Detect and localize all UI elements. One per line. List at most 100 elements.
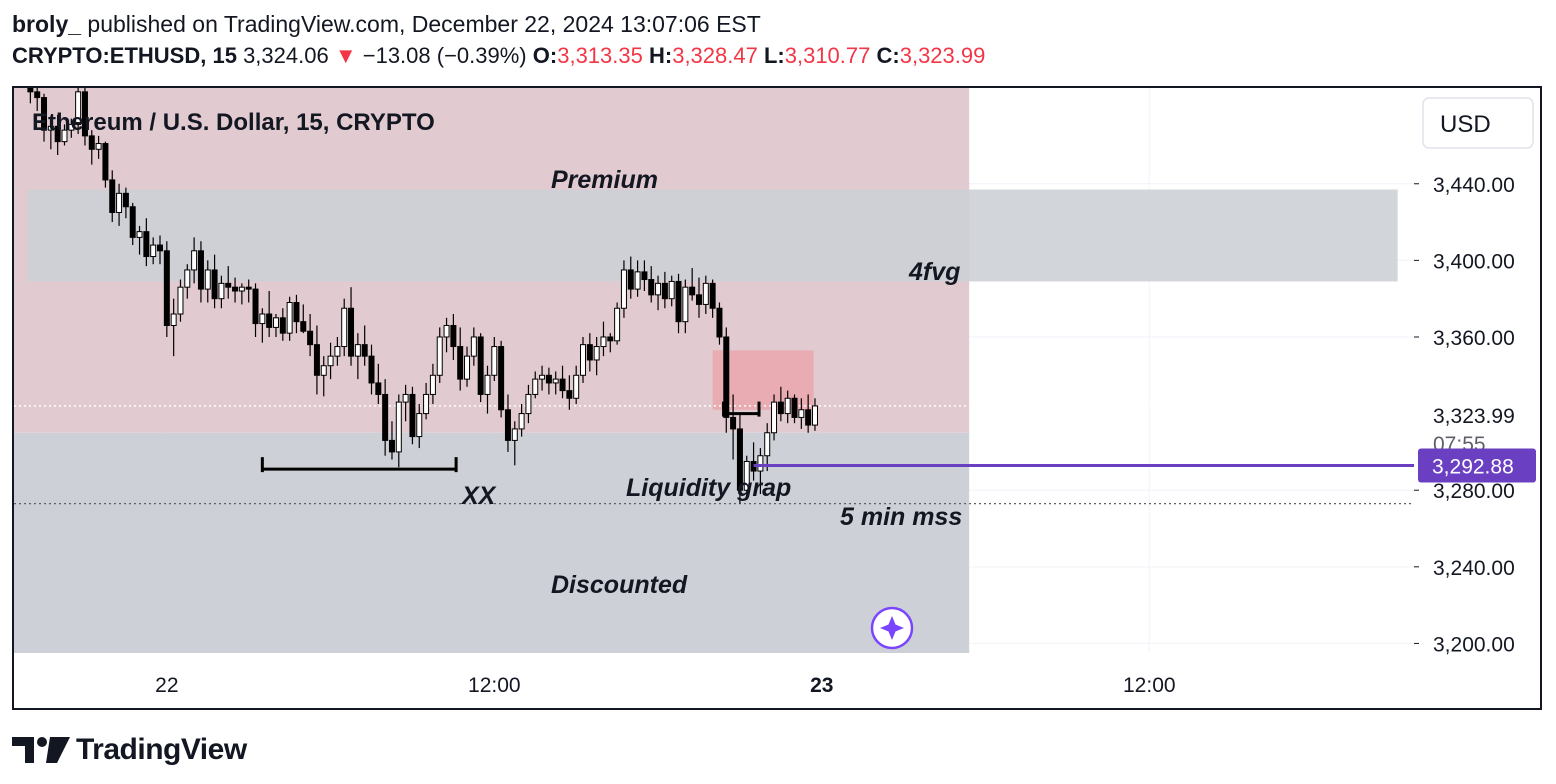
candle[interactable]	[600, 321, 607, 357]
candle[interactable]	[593, 336, 600, 376]
candle[interactable]	[811, 398, 818, 431]
candle[interactable]	[798, 398, 805, 429]
currency-button-box[interactable]	[1422, 97, 1534, 149]
candle[interactable]	[402, 384, 409, 422]
sparkle-icon[interactable]	[880, 616, 904, 640]
currency-button[interactable]: USD	[1422, 97, 1534, 149]
candle[interactable]	[436, 327, 443, 383]
candle[interactable]	[252, 283, 259, 337]
candle[interactable]	[682, 279, 689, 334]
premium-label[interactable]: Premium	[551, 166, 658, 194]
candle[interactable]	[559, 365, 566, 399]
candle[interactable]	[163, 241, 170, 337]
candle[interactable]	[54, 114, 61, 156]
candle[interactable]	[771, 394, 778, 441]
candle[interactable]	[327, 342, 334, 380]
candle[interactable]	[109, 170, 116, 223]
candle[interactable]	[129, 202, 136, 246]
candle[interactable]	[661, 271, 668, 309]
line-price-tag[interactable]: 3,292.88	[1418, 448, 1536, 483]
candle[interactable]	[484, 365, 491, 414]
candle[interactable]	[184, 264, 191, 299]
candle[interactable]	[573, 365, 580, 405]
candle[interactable]	[245, 279, 252, 303]
candle[interactable]	[716, 302, 723, 345]
candle[interactable]	[232, 277, 239, 303]
candle[interactable]	[784, 390, 791, 424]
candle[interactable]	[41, 93, 48, 142]
assistant-button[interactable]	[870, 606, 914, 650]
candle[interactable]	[586, 333, 593, 372]
candle[interactable]	[689, 268, 696, 301]
candle[interactable]	[457, 327, 464, 391]
candle[interactable]	[307, 314, 314, 357]
candle[interactable]	[102, 141, 109, 188]
candle[interactable]	[552, 371, 559, 395]
candle[interactable]	[648, 266, 655, 303]
candle[interactable]	[341, 298, 348, 357]
candle[interactable]	[723, 327, 730, 433]
candle[interactable]	[27, 88, 34, 104]
tradingview-logo[interactable]: TradingView	[12, 730, 247, 770]
candle[interactable]	[122, 187, 129, 219]
candle[interactable]	[627, 256, 634, 299]
candle[interactable]	[286, 296, 293, 341]
candle[interactable]	[620, 260, 627, 318]
candle[interactable]	[136, 225, 143, 255]
candle[interactable]	[75, 88, 82, 134]
candle[interactable]	[177, 279, 184, 322]
candle[interactable]	[388, 421, 395, 460]
candle[interactable]	[375, 363, 382, 405]
candle[interactable]	[566, 375, 573, 410]
candle[interactable]	[259, 308, 266, 343]
candle[interactable]	[532, 371, 539, 399]
candle[interactable]	[791, 394, 798, 424]
candle[interactable]	[416, 404, 423, 449]
liquidity-label[interactable]: Liquidity grap	[626, 474, 791, 502]
candle[interactable]	[409, 386, 416, 445]
currency-label[interactable]: USD	[1440, 111, 1491, 138]
candle[interactable]	[511, 421, 518, 466]
candle[interactable]	[170, 298, 177, 357]
candlestick-chart[interactable]: Ethereum / U.S. Dollar, 15, CRYPTO Premi…	[14, 88, 1540, 708]
candle[interactable]	[443, 317, 450, 353]
candle[interactable]	[423, 382, 430, 420]
candle[interactable]	[68, 118, 75, 138]
mss-label[interactable]: 5 min mss	[840, 503, 962, 531]
candle[interactable]	[95, 135, 102, 159]
candle[interactable]	[191, 237, 198, 284]
candle[interactable]	[545, 367, 552, 395]
line-price-tag-label[interactable]: 3,292.88	[1432, 456, 1514, 479]
candle[interactable]	[429, 363, 436, 405]
candle[interactable]	[757, 448, 764, 495]
candle[interactable]	[668, 275, 675, 307]
candle[interactable]	[81, 88, 88, 146]
candle[interactable]	[218, 275, 225, 309]
candle[interactable]	[204, 260, 211, 303]
candle[interactable]	[225, 266, 232, 299]
candle[interactable]	[61, 124, 68, 146]
candle[interactable]	[238, 283, 245, 305]
candle[interactable]	[777, 386, 784, 422]
candle[interactable]	[675, 273, 682, 334]
candle[interactable]	[695, 277, 702, 318]
candle[interactable]	[641, 260, 648, 292]
candle[interactable]	[805, 394, 812, 433]
candle[interactable]	[525, 384, 532, 424]
candle[interactable]	[709, 279, 716, 318]
candle[interactable]	[88, 130, 95, 165]
candle[interactable]	[157, 235, 164, 265]
candle[interactable]	[655, 275, 662, 311]
candle[interactable]	[272, 314, 279, 337]
candle[interactable]	[464, 346, 471, 387]
candle[interactable]	[368, 344, 375, 395]
discounted-label[interactable]: Discounted	[551, 571, 688, 599]
candle[interactable]	[518, 404, 525, 437]
fvg-label[interactable]: 4fvg	[908, 258, 960, 286]
candle[interactable]	[539, 365, 546, 391]
candle[interactable]	[382, 379, 389, 456]
candle[interactable]	[491, 336, 498, 382]
candle[interactable]	[266, 291, 273, 337]
candle[interactable]	[211, 254, 218, 309]
candle[interactable]	[300, 304, 307, 334]
